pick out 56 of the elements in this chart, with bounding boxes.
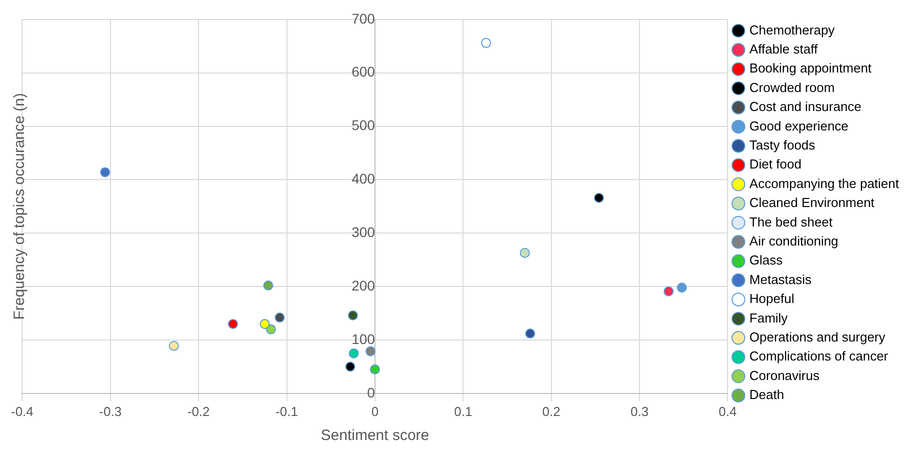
x-tick-label: 0.4 [718,404,737,419]
legend-label: Glass [749,252,784,268]
y-tick-label: 300 [352,224,376,240]
y-tick-label: 400 [352,170,376,187]
point [100,167,110,178]
x-tick-label: 0.1 [454,404,472,419]
legend-label: Cleaned Environment [749,195,875,210]
point [263,280,274,290]
legend-label: Cost and insurance [749,99,862,114]
legend-label: Air conditioning [749,233,838,248]
point [676,282,687,293]
legend-label: Operations and surgery [749,329,886,344]
point [228,318,238,329]
point [370,364,380,374]
x-tick-label: 0.2 [542,404,560,419]
legend-label: Crowded room [749,80,835,95]
x-axis-title: Sentiment score [320,427,430,444]
legend-label: Family [749,310,788,326]
y-axis-title: Frequency of topics occurance (n) [11,93,28,320]
point [520,248,530,258]
y-tick-label: 500 [352,117,376,134]
point [664,286,674,296]
legend-label: Coronavirus [749,368,820,383]
legend-label: Diet food [749,156,802,172]
legend-label: Death [749,387,784,402]
x-tick-label: -0.3 [99,404,122,419]
point [348,310,358,320]
x-tick-label: -0.4 [10,404,34,419]
y-tick-label: 200 [352,277,376,294]
legend-label: The bed sheet [749,214,833,230]
point [366,346,376,356]
legend-label: Complications of cancer [749,348,889,364]
point [266,324,276,334]
point [168,340,179,351]
x-tick-label: 0.3 [630,404,649,419]
x-tick-label: -0.2 [187,404,210,419]
y-tick-label: 0 [367,384,376,400]
legend-label: Chemotherapy [749,22,836,38]
x-tick-label: -0.1 [276,404,298,419]
legend-label: Accompanying the patient [749,176,900,191]
y-tick-label: 600 [352,64,376,80]
point [345,362,356,372]
legend-label: Metastasis [749,272,812,287]
point [260,318,270,329]
y-tick-label: 700 [352,10,376,26]
point [525,328,536,339]
point [348,348,359,358]
legend-label: Tasty foods [749,137,816,152]
point [594,192,604,203]
y-tick-label: 100 [352,330,376,347]
legend-label: Good experience [749,118,848,134]
point [481,38,492,48]
legend-label: Affable staff [749,41,818,56]
point [274,312,285,323]
legend-label: Hopeful [749,291,794,306]
legend-label: Booking appointment [749,60,872,76]
